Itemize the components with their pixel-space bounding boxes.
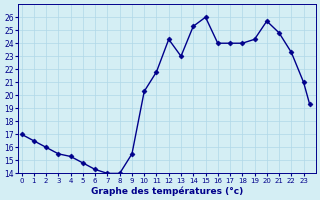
X-axis label: Graphe des températures (°c): Graphe des températures (°c) — [91, 186, 243, 196]
